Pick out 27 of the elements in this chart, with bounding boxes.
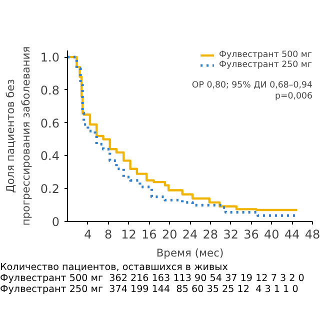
- x-tick-label: 12: [121, 228, 136, 242]
- x-tick-label: 36: [244, 228, 259, 242]
- x-tick-label: 44: [284, 228, 300, 242]
- text: Фулвестрант 500 мг 362 216 163 113 90 54 37 19 12 7 3 2 0: [0, 273, 304, 284]
- text: Фулвестрант 250 мг 374 199 144 85 60 35 25 12 4 3 1 1 0: [0, 284, 298, 295]
- x-tick-label: 20: [162, 228, 178, 242]
- legend-label: Фулвестрант 250 мг: [219, 60, 312, 70]
- y-tick-label: 0.2: [40, 182, 60, 196]
- y-tick-label: 0.6: [40, 116, 60, 130]
- annotation: ОР 0,80; 95% ДИ 0,68–0,94: [192, 80, 313, 90]
- x-axis-title: Время (мес): [156, 246, 224, 260]
- y-tick-label: 0: [52, 215, 60, 229]
- y-axis-title: Доля пациентов без прогрессирования заболевания: [4, 46, 32, 226]
- x-tick-label: 40: [264, 228, 280, 242]
- x-tick-label: 8: [104, 228, 112, 242]
- x-tick-label: 48: [304, 228, 320, 242]
- annotation: p=0,006: [274, 92, 313, 102]
- y-tick-label: 1.0: [40, 50, 60, 65]
- x-tick-label: 32: [223, 228, 238, 242]
- x-tick-label: 24: [182, 228, 198, 242]
- x-tick-label: 28: [202, 228, 218, 242]
- y-tick-label: 0.8: [40, 83, 60, 98]
- x-tick-label: 16: [142, 228, 157, 242]
- legend-label: Фулвестрант 500 мг: [219, 50, 312, 60]
- text: Количество пациентов, оставшихся в живых: [0, 262, 228, 273]
- x-tick-label: 4: [84, 228, 92, 242]
- y-tick-label: 0.4: [40, 149, 60, 164]
